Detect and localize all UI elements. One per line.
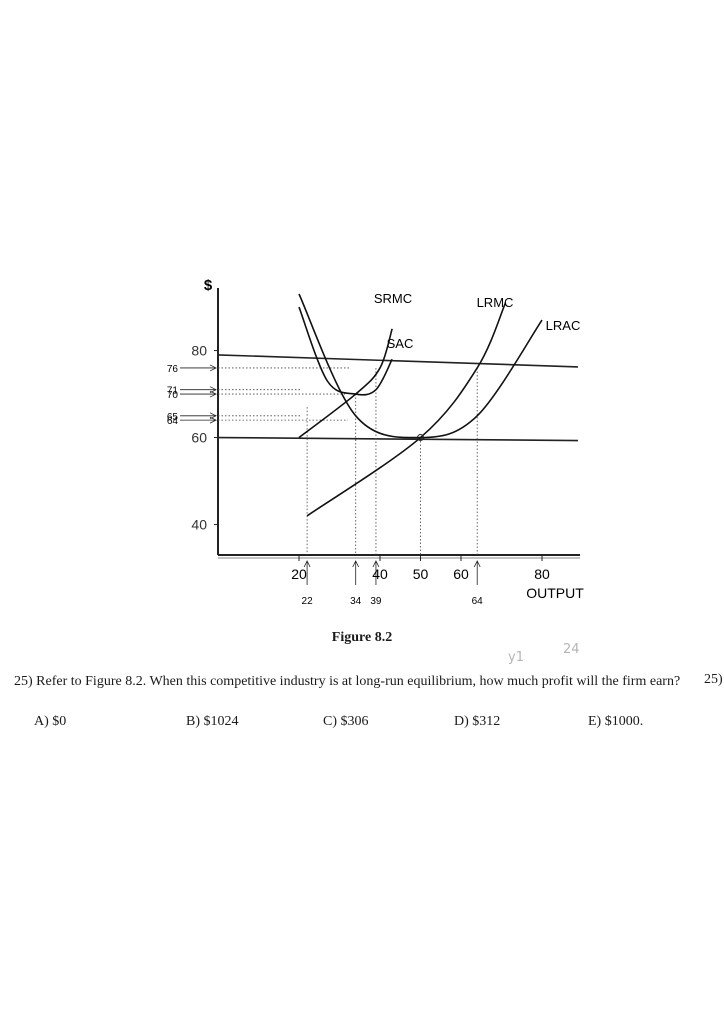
choice-b[interactable]: B) $1024	[186, 714, 239, 729]
handwritten-note-24: 24	[563, 642, 580, 657]
chart-axes	[214, 288, 580, 561]
choice-c[interactable]: C) $306	[323, 714, 369, 729]
y-marker-arrowhead-76	[209, 364, 217, 372]
question-number-margin: 25)	[704, 672, 723, 687]
y-marker-arrowhead-64	[209, 416, 217, 424]
x-marker-label-34: 34	[350, 596, 362, 607]
question-text: 25) Refer to Figure 8.2. When this compe…	[14, 674, 681, 689]
curve-label-sac: SAC	[387, 336, 414, 351]
chart-curves	[298, 293, 543, 517]
chart-guide-lines	[180, 354, 579, 585]
x-tick-label-50: 50	[413, 566, 429, 582]
y-marker-arrowhead-70	[209, 390, 217, 398]
curve-srmc	[298, 328, 393, 439]
y-marker-label-70: 70	[167, 390, 179, 401]
figure-caption: Figure 8.2	[331, 630, 393, 645]
curve-sac	[298, 306, 393, 396]
choice-e[interactable]: E) $1000.	[588, 714, 644, 729]
y-axis-label: $	[204, 277, 213, 294]
x-marker-arrow-64	[473, 560, 481, 585]
x-marker-label-39: 39	[370, 596, 382, 607]
x-marker-arrow-34	[352, 560, 360, 585]
curve-lrac	[298, 293, 543, 439]
choice-d[interactable]: D) $312	[454, 714, 501, 729]
y-tick-label-40: 40	[191, 517, 207, 533]
x-axis-label: OUTPUT	[526, 585, 584, 601]
x-tick-label-20: 20	[291, 566, 307, 582]
curve-label-srmc: SRMC	[374, 291, 412, 306]
y-tick-label-80: 80	[191, 343, 207, 359]
x-marker-arrow-22	[303, 560, 311, 585]
y-marker-label-71: 71	[167, 386, 179, 397]
curve-lrmc	[306, 302, 507, 517]
x-tick-label-60: 60	[453, 566, 469, 582]
x-marker-label-22: 22	[302, 596, 314, 607]
handwritten-note-y1: y1	[508, 650, 524, 665]
y-marker-label-65: 65	[167, 412, 179, 423]
x-tick-label-40: 40	[372, 566, 388, 582]
equilibrium-point	[417, 434, 424, 442]
choice-a[interactable]: A) $0	[34, 714, 67, 729]
x-tick-label-80: 80	[534, 566, 550, 582]
y-marker-label-64: 64	[167, 416, 179, 427]
x-marker-arrow-39	[372, 560, 380, 585]
horizontal-price-line-0	[217, 354, 579, 368]
curve-label-lrac: LRAC	[546, 318, 581, 333]
y-tick-label-60: 60	[191, 430, 207, 446]
x-marker-label-64: 64	[472, 596, 484, 607]
horizontal-price-line-1	[217, 436, 579, 442]
y-marker-label-76: 76	[167, 364, 179, 375]
curve-label-lrmc: LRMC	[477, 295, 514, 310]
